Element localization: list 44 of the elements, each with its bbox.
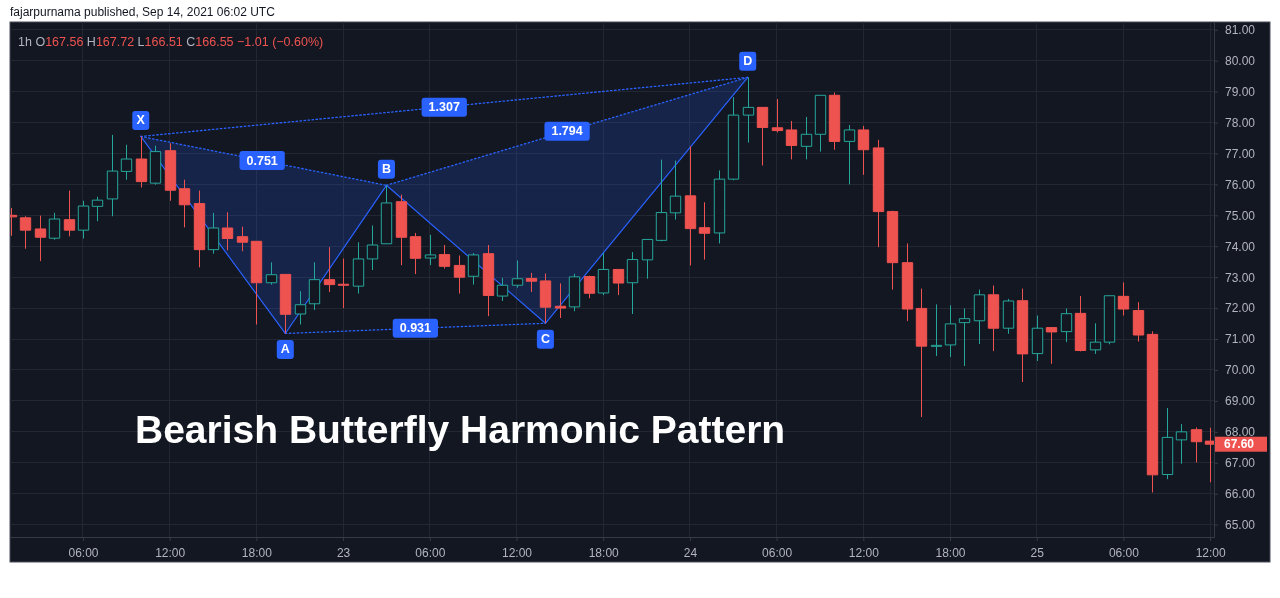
y-tick-label: 76.00	[1225, 177, 1256, 192]
annotation: 1.307	[428, 100, 460, 115]
y-tick-label: 79.00	[1225, 84, 1256, 99]
x-tick-label: 18:00	[241, 545, 273, 560]
text: fajarpurnama published, Sep 14, 2021 06:02 UTC	[10, 5, 276, 19]
y-tick-label: 66.00	[1225, 487, 1256, 502]
x-tick-label: 24	[683, 545, 698, 560]
text: 1h O167.56 H167.72 L166.51 C166.55 −1.01 (−0.60%)	[18, 35, 324, 49]
x-tick-label: 18:00	[588, 545, 620, 560]
text: Bearish Butterfly Harmonic Pattern	[135, 408, 786, 451]
y-tick-label: 70.00	[1225, 363, 1256, 378]
y-tick-label: 75.00	[1225, 208, 1256, 223]
y-tick-label: 80.00	[1225, 54, 1256, 68]
y-tick-label: 65.00	[1225, 517, 1256, 532]
annotation: 1.794	[551, 124, 583, 139]
y-tick-label: 73.00	[1225, 270, 1256, 285]
x-tick-label: 23	[336, 545, 351, 560]
x-tick-label: 06:00	[415, 545, 446, 560]
x-tick-label: 12:00	[501, 545, 533, 560]
annotation: 0.931	[399, 321, 432, 336]
y-tick-label: 78.00	[1225, 115, 1256, 130]
data-label: A	[280, 342, 290, 357]
y-tick-label: 72.00	[1225, 301, 1256, 316]
data-label: D	[743, 54, 753, 69]
y-tick-label: 81.00	[1225, 23, 1256, 38]
text: 67.60	[1224, 437, 1255, 452]
x-tick-label: 06:00	[1108, 545, 1140, 560]
y-tick-label: 74.00	[1225, 239, 1256, 254]
y-tick-label: 67.00	[1225, 456, 1256, 471]
data-label: C	[540, 332, 550, 347]
x-tick-label: 12:00	[848, 545, 880, 560]
x-tick-label: 12:00	[1195, 545, 1226, 560]
y-tick-label: 69.00	[1225, 394, 1256, 409]
x-tick-label: 12:00	[155, 545, 186, 560]
x-tick-label: 06:00	[68, 545, 99, 560]
x-tick-label: 18:00	[935, 545, 966, 560]
x-tick-label: 25	[1030, 545, 1045, 560]
y-tick-label: 68.00	[1225, 425, 1256, 440]
annotation: 0.751	[246, 153, 278, 168]
data-label: B	[381, 162, 391, 177]
y-tick-label: 77.00	[1225, 146, 1256, 161]
x-tick-label: 06:00	[762, 545, 793, 560]
data-label: X	[136, 113, 146, 128]
y-tick-label: 71.00	[1225, 332, 1256, 347]
